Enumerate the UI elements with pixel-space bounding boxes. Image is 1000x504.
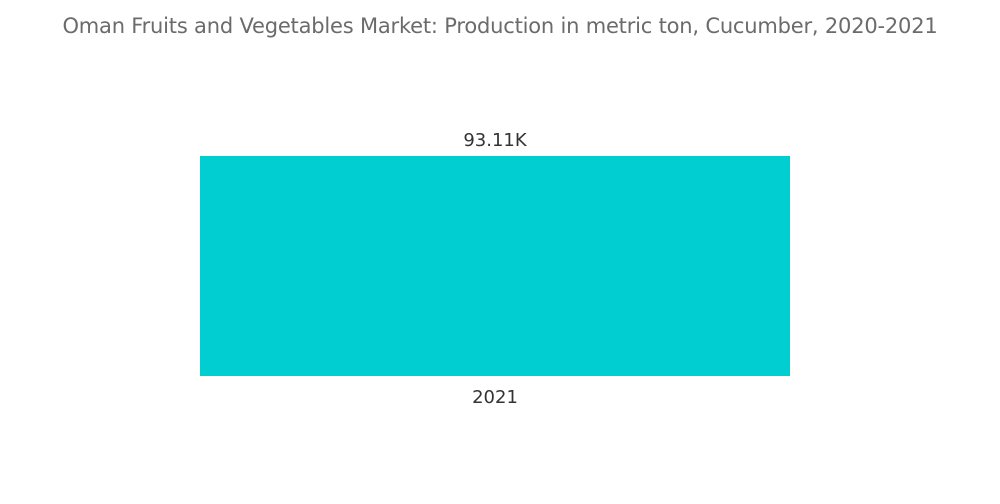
- chart-title: Oman Fruits and Vegetables Market: Produ…: [62, 14, 938, 38]
- x-tick-label: 2021: [472, 387, 518, 408]
- labels-group: 93.11K 2021: [463, 130, 528, 408]
- bar-2021: [200, 156, 790, 376]
- bar-value-label: 93.11K: [463, 130, 528, 151]
- bars-group: [200, 156, 790, 376]
